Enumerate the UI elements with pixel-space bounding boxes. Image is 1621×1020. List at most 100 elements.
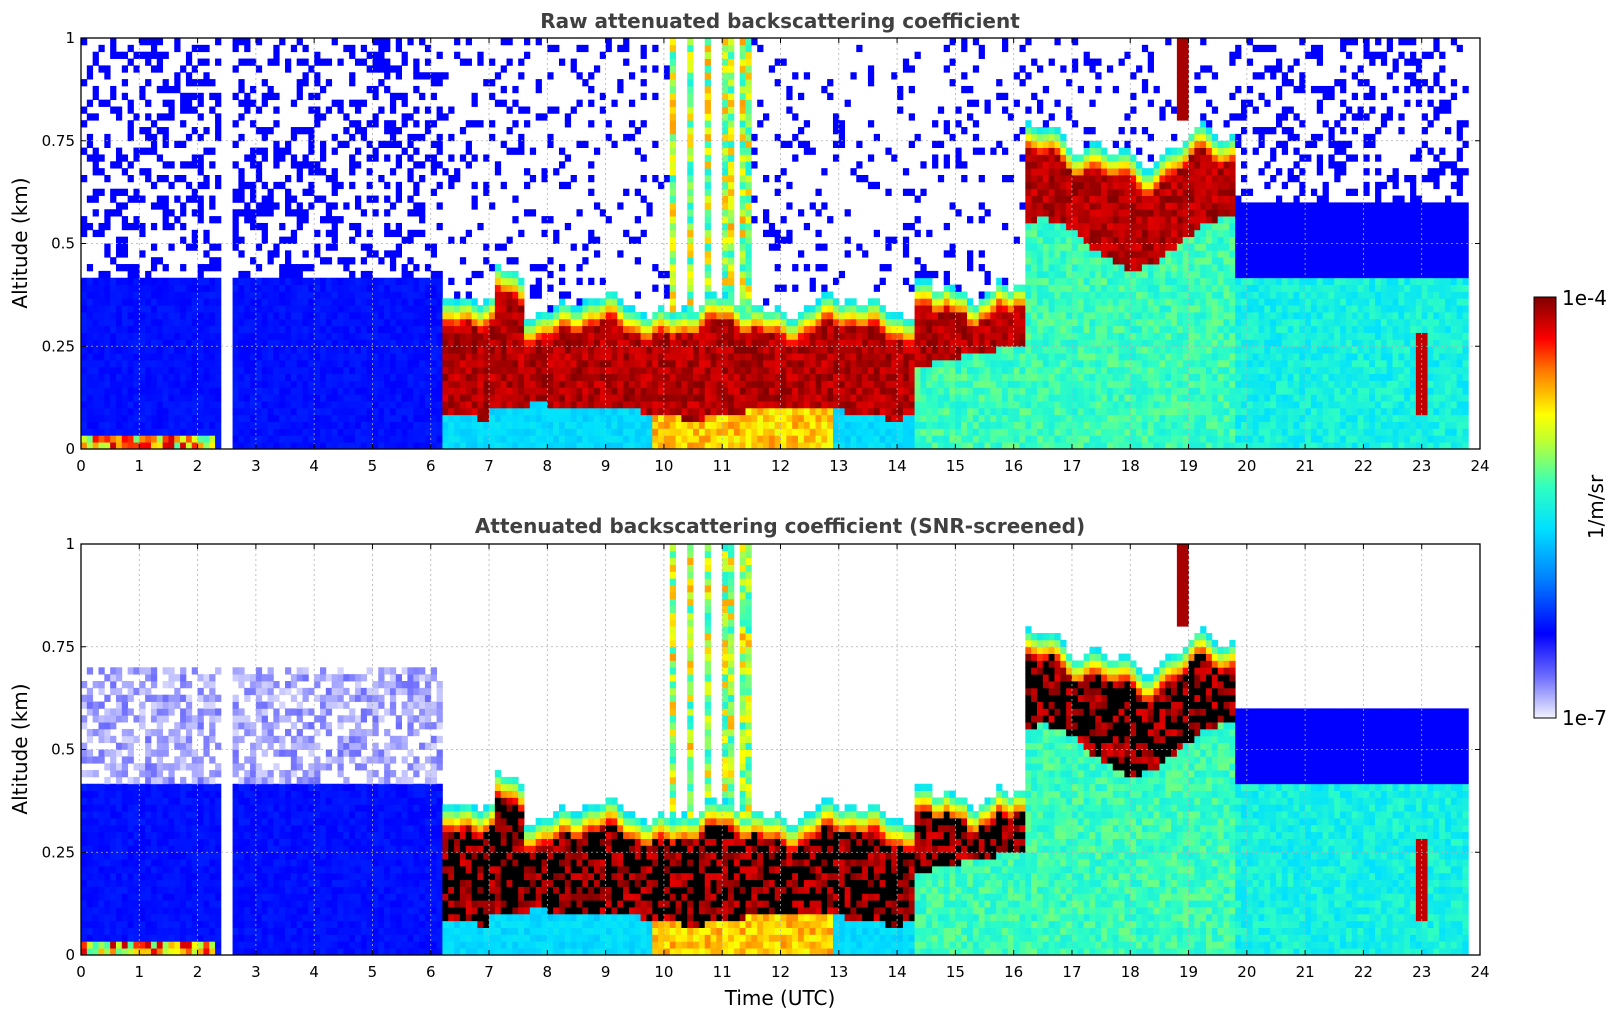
heatmap-cell bbox=[139, 51, 146, 59]
heatmap-cell bbox=[180, 264, 187, 272]
heatmap-cell bbox=[972, 346, 980, 354]
heatmap-cell bbox=[669, 154, 676, 162]
heatmap-cell bbox=[873, 305, 880, 313]
heatmap-cell bbox=[308, 127, 315, 135]
heatmap-cell bbox=[174, 401, 181, 409]
heatmap-cell bbox=[611, 318, 618, 327]
heatmap-cell bbox=[81, 284, 88, 292]
heatmap-cell bbox=[267, 312, 274, 320]
heatmap-cell bbox=[698, 373, 706, 381]
heatmap-cell bbox=[704, 154, 711, 162]
heatmap-cell bbox=[378, 414, 385, 422]
heatmap-cell bbox=[599, 401, 607, 409]
heatmap-cell bbox=[669, 79, 676, 87]
heatmap-cell bbox=[413, 133, 420, 142]
heatmap-cell bbox=[891, 394, 898, 402]
heatmap-cell bbox=[419, 72, 426, 80]
heatmap-cell bbox=[558, 346, 566, 354]
heatmap-cell bbox=[955, 373, 962, 381]
heatmap-cell bbox=[605, 380, 612, 388]
heatmap-cell bbox=[244, 421, 251, 429]
heatmap-cell bbox=[121, 373, 129, 381]
heatmap-cell bbox=[308, 414, 315, 422]
heatmap-cell bbox=[628, 401, 636, 409]
heatmap-cell bbox=[856, 305, 863, 313]
heatmap-cell bbox=[897, 346, 904, 354]
heatmap-cell bbox=[110, 394, 117, 402]
heatmap-cell bbox=[768, 312, 776, 320]
heatmap-cell bbox=[984, 407, 991, 416]
heatmap-cell bbox=[232, 421, 239, 429]
heatmap-cell bbox=[885, 332, 892, 340]
heatmap-cell bbox=[121, 168, 129, 176]
heatmap-cell bbox=[209, 312, 216, 320]
heatmap-cell bbox=[652, 387, 659, 395]
heatmap-cell bbox=[617, 421, 624, 429]
heatmap-cell bbox=[133, 147, 140, 155]
heatmap-cell bbox=[489, 359, 496, 368]
heatmap-cell bbox=[693, 346, 700, 354]
heatmap-cell bbox=[454, 359, 461, 368]
heatmap-cell bbox=[908, 359, 915, 368]
heatmap-cell bbox=[139, 387, 146, 395]
heatmap-cell bbox=[926, 291, 933, 299]
heatmap-cell bbox=[296, 85, 303, 94]
heatmap-cell bbox=[302, 366, 309, 375]
heatmap-cell bbox=[593, 65, 601, 73]
heatmap-cell bbox=[524, 38, 531, 46]
heatmap-cell bbox=[413, 442, 420, 449]
heatmap-cell bbox=[232, 312, 239, 320]
heatmap-cell bbox=[623, 339, 630, 347]
heatmap-cell bbox=[215, 277, 222, 285]
heatmap-cell bbox=[489, 264, 496, 272]
heatmap-cell bbox=[98, 373, 105, 381]
heatmap-cell bbox=[290, 353, 298, 361]
heatmap-cell bbox=[238, 359, 245, 368]
heatmap-cell bbox=[430, 120, 437, 128]
heatmap-cell bbox=[121, 394, 129, 402]
heatmap-cell bbox=[728, 58, 735, 66]
heatmap-cell bbox=[279, 181, 286, 190]
heatmap-cell bbox=[902, 394, 910, 402]
heatmap-cell bbox=[413, 72, 420, 80]
heatmap-cell bbox=[704, 298, 711, 306]
heatmap-cell bbox=[728, 339, 735, 347]
heatmap-cell bbox=[838, 387, 846, 395]
heatmap-cell bbox=[314, 366, 321, 375]
heatmap-cell bbox=[745, 407, 752, 416]
heatmap-cell bbox=[255, 373, 263, 381]
heatmap-cell bbox=[180, 99, 187, 107]
heatmap-cell bbox=[500, 407, 507, 416]
heatmap-cell bbox=[582, 79, 589, 87]
heatmap-cell bbox=[92, 359, 99, 368]
heatmap-cell bbox=[191, 161, 198, 169]
heatmap-cell bbox=[728, 79, 735, 87]
heatmap-cell bbox=[716, 394, 723, 402]
heatmap-cell bbox=[296, 401, 303, 409]
heatmap-cell bbox=[413, 284, 420, 292]
heatmap-cell bbox=[81, 106, 88, 114]
heatmap-cell bbox=[757, 312, 764, 320]
heatmap-cell bbox=[279, 339, 286, 347]
heatmap-cell bbox=[553, 339, 560, 347]
heatmap-cell bbox=[104, 346, 111, 354]
heatmap-cell bbox=[320, 366, 327, 375]
heatmap-cell bbox=[86, 154, 94, 162]
heatmap-cell bbox=[745, 44, 752, 53]
heatmap-cell bbox=[652, 140, 659, 148]
heatmap-cell bbox=[139, 325, 146, 333]
heatmap-cell bbox=[86, 140, 94, 148]
heatmap-cell bbox=[553, 435, 560, 443]
heatmap-cell bbox=[774, 435, 781, 443]
heatmap-cell bbox=[232, 394, 239, 402]
heatmap-cell bbox=[104, 133, 111, 142]
heatmap-cell bbox=[500, 291, 507, 299]
heatmap-cell bbox=[739, 250, 746, 258]
heatmap-cell bbox=[757, 407, 764, 416]
heatmap-cell bbox=[244, 414, 251, 422]
heatmap-cell bbox=[174, 140, 181, 148]
heatmap-cell bbox=[920, 277, 927, 285]
heatmap-cell bbox=[308, 147, 315, 155]
heatmap-cell bbox=[180, 222, 187, 231]
heatmap-cell bbox=[634, 414, 641, 422]
